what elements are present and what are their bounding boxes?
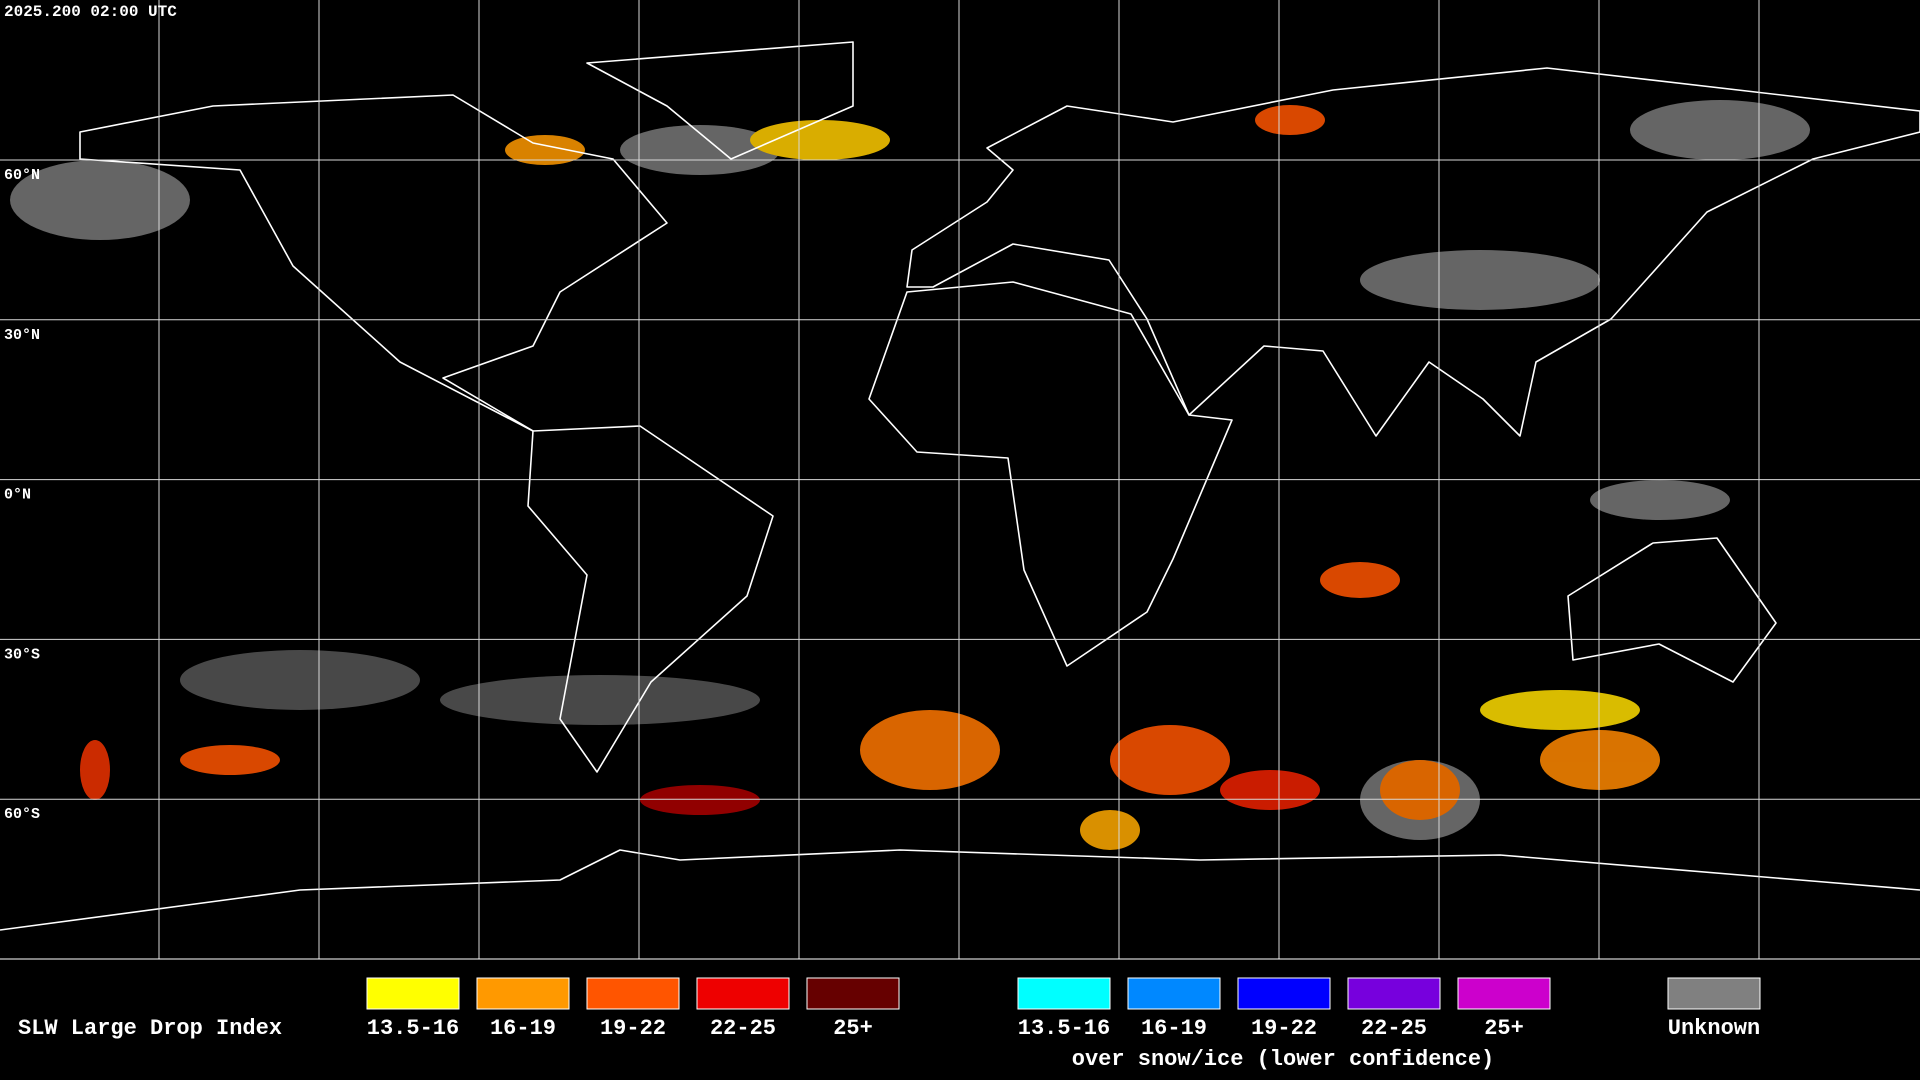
coastline xyxy=(906,67,1920,437)
graticule: 60°N 30°N 0°N 30°S 60°S xyxy=(0,0,1920,959)
patch xyxy=(180,650,420,710)
patch xyxy=(1380,760,1460,820)
legend-swatch xyxy=(1127,977,1221,1010)
latitude-label: 60°S xyxy=(4,806,40,823)
timestamp: 2025.200 02:00 UTC xyxy=(4,3,177,21)
legend-swatch xyxy=(1347,977,1441,1010)
legend-label: 22-25 xyxy=(710,1016,776,1041)
patch xyxy=(750,120,890,160)
patch xyxy=(1630,100,1810,160)
patch xyxy=(1220,770,1320,810)
coastline xyxy=(868,281,1233,667)
legend-swatch xyxy=(476,977,570,1010)
legend-label: 25+ xyxy=(833,1016,873,1041)
legend-swatch xyxy=(1457,977,1551,1010)
coastline xyxy=(586,41,854,160)
legend-swatch xyxy=(1237,977,1331,1010)
legend-swatch xyxy=(696,977,790,1010)
patch xyxy=(10,160,190,240)
legend-swatch xyxy=(1667,977,1761,1010)
patch xyxy=(1110,725,1230,795)
patch xyxy=(1590,480,1730,520)
legend-label: Unknown xyxy=(1668,1016,1760,1041)
legend-caption: over snow/ice (lower confidence) xyxy=(1072,1047,1494,1072)
coastline xyxy=(527,425,774,773)
legend-swatch xyxy=(366,977,460,1010)
patch xyxy=(620,125,780,175)
legend-label: 13.5-16 xyxy=(367,1016,459,1041)
patch xyxy=(1255,105,1325,135)
legend-label: 16-19 xyxy=(490,1016,556,1041)
patch xyxy=(1540,730,1660,790)
patch xyxy=(640,785,760,815)
coastline xyxy=(79,94,668,432)
patch xyxy=(80,740,110,800)
latitude-label: 30°N xyxy=(4,327,40,344)
coastline xyxy=(1567,537,1777,683)
legend-swatch xyxy=(586,977,680,1010)
legend-title: SLW Large Drop Index xyxy=(18,1016,282,1041)
patch xyxy=(860,710,1000,790)
coastline xyxy=(0,849,1920,931)
latitude-label: 0°N xyxy=(4,487,31,504)
patch xyxy=(505,135,585,165)
legend-label: 22-25 xyxy=(1361,1016,1427,1041)
patch xyxy=(1320,562,1400,598)
latitude-label: 60°N xyxy=(4,167,40,184)
legend-swatch xyxy=(1017,977,1111,1010)
patch xyxy=(180,745,280,775)
legend-label: 16-19 xyxy=(1141,1016,1207,1041)
patch xyxy=(1480,690,1640,730)
legend-label: 25+ xyxy=(1484,1016,1524,1041)
cloud-patches xyxy=(10,100,1810,850)
latitude-label: 30°S xyxy=(4,646,40,663)
legend-label: 13.5-16 xyxy=(1018,1016,1110,1041)
patch xyxy=(440,675,760,725)
legend: 13.5-16 16-19 19-22 22-25 25+ 13.5-16 16-19 19-… xyxy=(366,977,1761,1041)
legend-swatch xyxy=(806,977,900,1010)
legend-label: 19-22 xyxy=(600,1016,666,1041)
legend-label: 19-22 xyxy=(1251,1016,1317,1041)
coastlines xyxy=(0,41,1920,931)
patch xyxy=(1080,810,1140,850)
patch xyxy=(1360,250,1600,310)
